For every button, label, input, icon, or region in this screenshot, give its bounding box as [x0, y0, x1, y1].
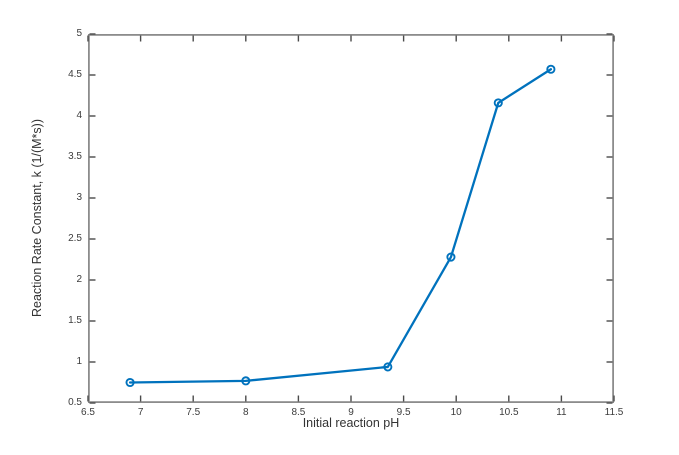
y-tick-label: 3.5 [68, 151, 82, 162]
data-point-marker [546, 64, 556, 74]
x-tick-label: 9.5 [396, 407, 411, 418]
data-point-marker [493, 98, 503, 108]
x-tick-label: 8.5 [291, 407, 306, 418]
x-tick-label: 6.5 [81, 407, 95, 418]
y-tick-label: 2.5 [68, 233, 82, 244]
x-tick-label: 7 [137, 407, 144, 418]
y-tick-label: 4.5 [68, 69, 82, 80]
y-tick-label: 1.5 [68, 315, 82, 326]
y-tick-label: 1 [76, 356, 82, 367]
y-axis-label: Reaction Rate Constant, k (1/(M*s)) [30, 119, 44, 317]
x-tick-label: 11.5 [604, 407, 624, 418]
data-point-marker [383, 362, 393, 372]
data-point-marker [446, 252, 456, 262]
plot-area [87, 33, 615, 404]
data-point-marker [241, 376, 251, 386]
y-tick-label: 0.5 [68, 397, 82, 408]
y-tick-label: 3 [76, 192, 82, 203]
x-tick-label: 11 [556, 407, 567, 418]
data-point-marker [125, 377, 135, 388]
x-tick-label: 10 [450, 407, 462, 418]
x-axis-label: Initial reaction pH [302, 416, 400, 430]
x-tick-label: 9 [348, 407, 354, 418]
plot-box [87, 33, 615, 404]
x-tick-label: 7.5 [186, 407, 201, 418]
x-tick-label: 8 [243, 407, 249, 418]
y-tick-label: 4 [76, 110, 82, 121]
y-tick-label: 5 [76, 28, 82, 39]
y-tick-label: 2 [76, 274, 82, 285]
data-line [128, 68, 553, 384]
x-tick-label: 10.5 [499, 407, 519, 418]
